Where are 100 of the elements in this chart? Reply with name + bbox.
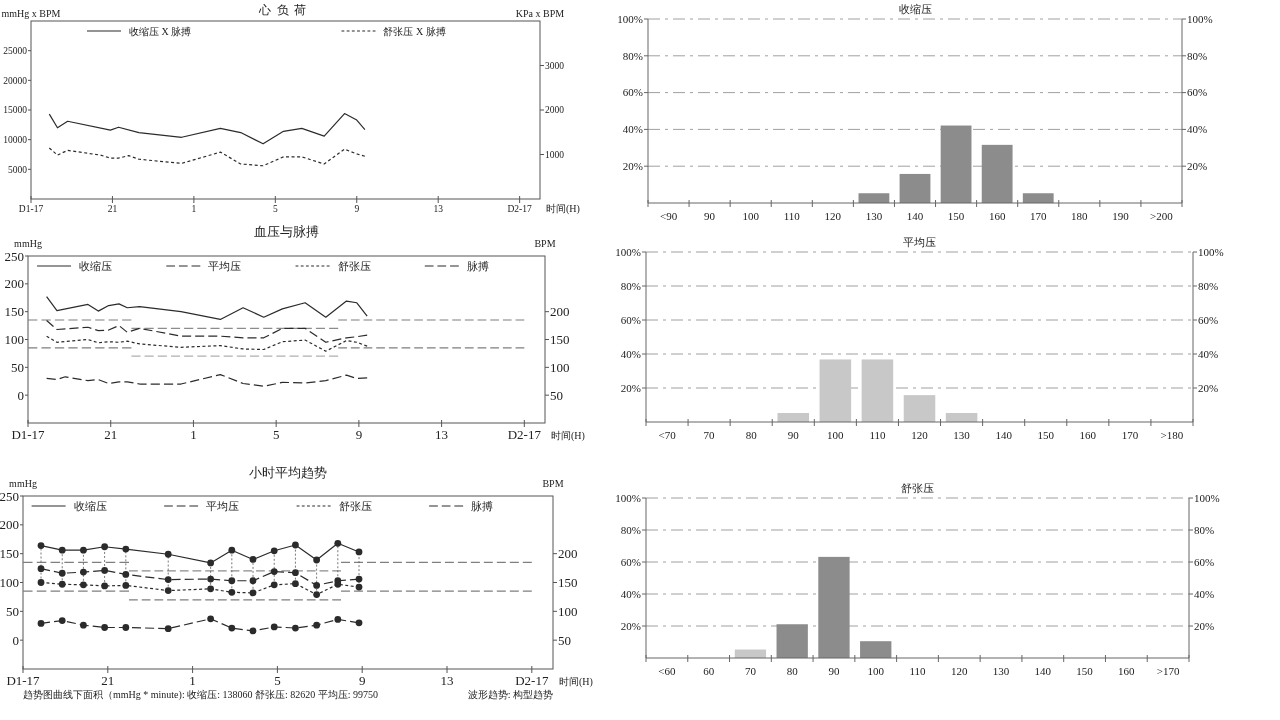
y2-tick-label: 2000	[545, 105, 565, 116]
y-tick-label: 25000	[3, 45, 28, 56]
point	[37, 565, 45, 573]
bar	[858, 193, 890, 203]
legend-label: 平均压	[208, 259, 242, 272]
y-tick-label: 5000	[8, 164, 28, 175]
y2-axis-title: BPM	[534, 238, 556, 249]
x-tick-label: 21	[104, 427, 118, 442]
point	[207, 615, 215, 623]
point	[101, 582, 109, 590]
x-tick-label: 13	[440, 673, 454, 688]
bar	[981, 144, 1013, 203]
point	[270, 581, 278, 589]
point	[292, 541, 299, 549]
bar	[899, 173, 931, 203]
legend-label: 收缩压 X 脉搏	[128, 25, 192, 37]
x-axis-title: 时间(H)	[546, 202, 580, 215]
y-tick-label: 50	[6, 603, 19, 619]
text: 趋势图曲线下面积（mmHg * minute): 收缩压: 138060 舒张压: 82620 平均压: 99750	[23, 689, 378, 701]
x-tick-label: >200	[1150, 210, 1174, 222]
y-tick-label: 200	[4, 276, 24, 292]
point	[122, 581, 130, 589]
x-tick-label: 120	[824, 210, 842, 222]
x-tick-label: <90	[659, 210, 678, 222]
y-tick-label: 100%	[615, 245, 641, 258]
point	[313, 581, 321, 589]
x-tick-label: 140	[906, 210, 924, 222]
legend-label: 脉搏	[471, 499, 494, 512]
line-series	[48, 112, 366, 145]
point	[164, 625, 172, 633]
x-tick-label: D2-17	[507, 427, 542, 442]
x-tick-label: 190	[1112, 210, 1130, 222]
y-tick-label: 100	[0, 575, 19, 591]
x-tick-label: 160	[988, 210, 1006, 222]
y-tick-label: 150	[4, 304, 24, 320]
y2-tick-label: 20%	[1187, 160, 1208, 173]
point	[249, 627, 257, 635]
y-tick-label: 80%	[620, 279, 641, 292]
y-tick-label: 100%	[617, 12, 643, 25]
x-tick-label: 5	[272, 203, 278, 214]
legend-label: 舒张压	[337, 259, 371, 272]
x-tick-label: 110	[783, 210, 801, 222]
line-series	[48, 147, 366, 167]
text: 波形趋势: 构型趋势	[467, 689, 553, 700]
x-axis-title: 时间(H)	[559, 676, 593, 688]
y-tick-label: 60%	[622, 86, 643, 99]
point	[249, 577, 257, 585]
point	[249, 589, 257, 597]
y-tick-label: 60%	[620, 313, 641, 326]
chart-title: 心负荷	[258, 3, 312, 17]
point	[207, 575, 215, 583]
x-tick-label: 170	[1029, 210, 1047, 222]
point	[292, 624, 299, 632]
point	[270, 623, 278, 631]
bar	[940, 125, 972, 203]
y-tick-label: 0	[17, 387, 24, 403]
y-tick-label: 20%	[622, 160, 643, 173]
x-tick-label: D1-17	[18, 203, 44, 214]
point	[101, 543, 109, 551]
legend-label: 收缩压	[73, 499, 107, 512]
y-tick-label: 250	[0, 488, 19, 504]
y-tick-label: 20000	[3, 75, 28, 86]
x-tick-label: 1	[191, 203, 197, 214]
x-tick-label: D2-17	[507, 203, 533, 214]
point	[292, 580, 299, 588]
point	[228, 546, 236, 554]
y-tick-label: 0	[12, 632, 19, 648]
point	[80, 621, 87, 629]
x-tick-label: 5	[274, 673, 281, 688]
y-tick-label: 40%	[622, 123, 643, 136]
point	[164, 576, 172, 584]
point	[80, 546, 87, 554]
y2-axis-title: KPa x BPM	[515, 8, 565, 19]
point	[355, 619, 363, 627]
point	[58, 569, 66, 577]
point	[101, 566, 109, 574]
chart-title: 平均压	[903, 236, 936, 248]
y2-tick-label: 80%	[1198, 279, 1219, 292]
x-tick-label: 100	[742, 210, 760, 222]
point	[228, 624, 236, 632]
y2-tick-label: 60%	[1198, 313, 1219, 326]
point	[313, 621, 321, 629]
point	[164, 550, 172, 558]
x-tick-label: 21	[107, 203, 118, 214]
point	[122, 624, 130, 631]
x-tick-label: 90	[704, 210, 716, 222]
point	[228, 588, 236, 596]
y2-tick-label: 3000	[545, 60, 565, 71]
x-tick-label: 13	[435, 427, 449, 442]
x-tick-label: 5	[272, 427, 280, 442]
y2-tick-label: 100%	[1187, 12, 1213, 25]
y2-tick-label: 80%	[1187, 49, 1208, 62]
y-axis-title: mmHg	[9, 478, 37, 489]
point	[37, 542, 45, 549]
x-tick-label: 180	[1071, 210, 1089, 222]
point	[122, 571, 130, 578]
x-tick-label: 150	[947, 210, 965, 222]
point	[80, 581, 87, 589]
x-tick-label: 9	[354, 203, 360, 214]
x-tick-label: 9	[355, 427, 363, 442]
